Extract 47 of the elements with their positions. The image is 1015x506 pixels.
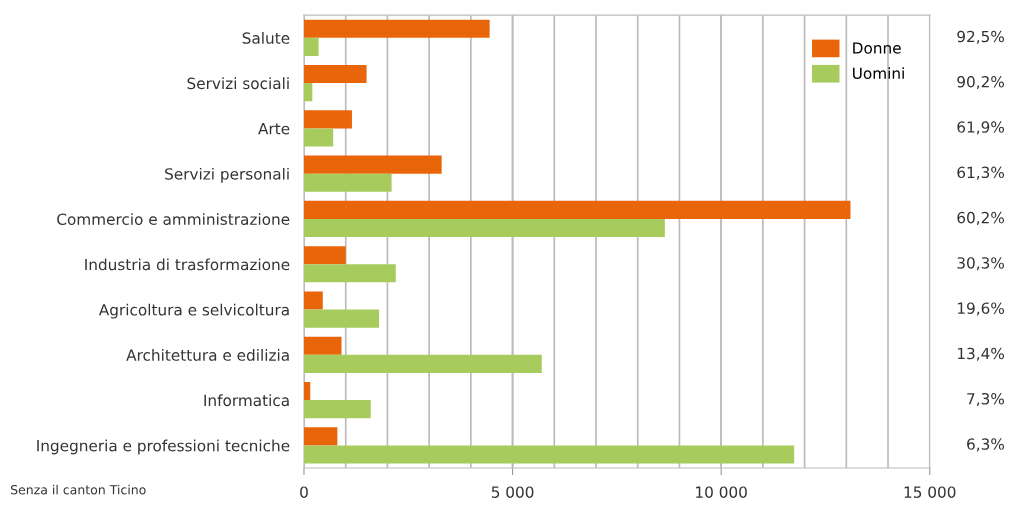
bar xyxy=(303,264,396,283)
y-tick-label: Commercio e amministrazione xyxy=(57,213,290,225)
y-tick-label: Agricoltura e selvicoltura xyxy=(98,303,289,319)
text: 61,3% xyxy=(957,166,1005,180)
text: 30,3% xyxy=(957,257,1005,271)
y-tick-label: Industria di trasformazione xyxy=(85,258,290,271)
y-tick-label: Servizi personali xyxy=(165,167,289,183)
bar xyxy=(303,400,371,419)
y-tick-label: Ingegneria e professioni tecniche xyxy=(37,439,290,455)
bar xyxy=(303,110,352,129)
y-tick-label: Arte xyxy=(258,123,290,135)
bar xyxy=(303,354,542,373)
x-tick-label: 5 000 xyxy=(491,486,534,498)
bar xyxy=(303,37,319,56)
text: 19,6% xyxy=(957,302,1005,316)
bar xyxy=(303,445,795,464)
bar xyxy=(303,218,665,238)
bar xyxy=(303,382,311,401)
y-tick-label: Architettura e edilizia xyxy=(126,349,289,361)
text: 7,3% xyxy=(967,393,1005,407)
bar xyxy=(303,155,442,174)
bar xyxy=(303,83,313,102)
text: 61,9% xyxy=(957,121,1005,135)
x-tick-label: 10 000 xyxy=(696,486,747,498)
y-tick-label: Salute xyxy=(242,32,290,44)
text: 60,2% xyxy=(957,211,1005,225)
text: Senza il canton Ticino xyxy=(10,484,146,495)
bar xyxy=(303,427,338,446)
bar xyxy=(303,65,367,84)
text: 92,5% xyxy=(957,30,1005,44)
bar xyxy=(303,309,380,328)
x-tick-label: 15 000 xyxy=(904,486,956,498)
bar xyxy=(303,173,392,192)
y-tick-label: Servizi sociali xyxy=(187,77,289,90)
bar xyxy=(303,200,851,219)
text: 13,4% xyxy=(957,347,1005,361)
legend-label: Uomini xyxy=(853,67,904,80)
text: 90,2% xyxy=(957,75,1005,90)
x-tick-label: 0 xyxy=(300,486,308,498)
y-tick-label: Informatica xyxy=(204,394,289,407)
bar xyxy=(303,128,334,147)
bar xyxy=(303,291,323,310)
bar xyxy=(303,19,490,38)
bar xyxy=(303,246,346,265)
legend-label: Donne xyxy=(853,42,901,54)
text: 6,3% xyxy=(967,438,1005,452)
bar xyxy=(303,336,342,355)
